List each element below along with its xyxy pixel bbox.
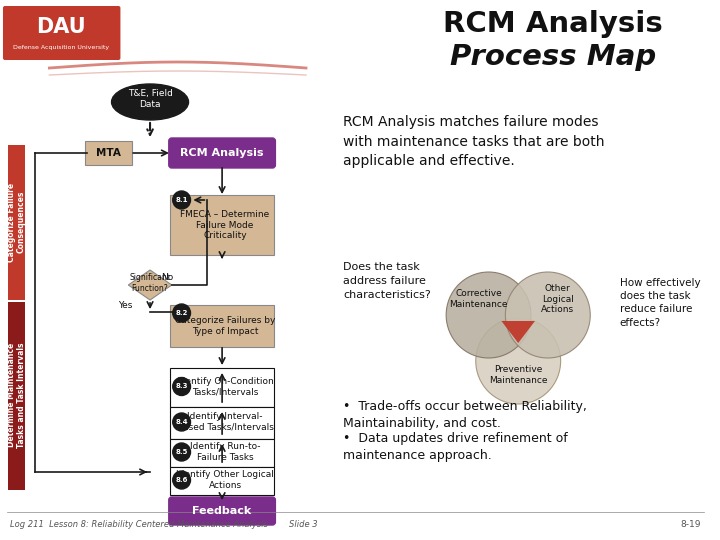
Text: •  Trade-offs occur between Reliability,
Maintainability, and cost.: • Trade-offs occur between Reliability, … (343, 400, 588, 430)
FancyBboxPatch shape (170, 368, 274, 407)
Text: Log 211  Lesson 8: Reliability Centered Maintenance Analysis        Slide 3: Log 211 Lesson 8: Reliability Centered M… (10, 520, 318, 529)
Text: No: No (161, 273, 173, 282)
Text: 8.3: 8.3 (176, 383, 188, 389)
Circle shape (173, 377, 191, 395)
FancyBboxPatch shape (85, 141, 132, 165)
Text: Identify On-Condition
Tasks/Intervals: Identify On-Condition Tasks/Intervals (176, 377, 274, 396)
FancyBboxPatch shape (170, 467, 274, 495)
Text: Categorize Failure
Consequences: Categorize Failure Consequences (6, 183, 26, 261)
Text: Does the task
address failure
characteristics?: Does the task address failure characteri… (343, 262, 431, 300)
Text: Preventive
Maintenance: Preventive Maintenance (489, 365, 547, 384)
Text: Feedback: Feedback (192, 506, 252, 516)
Text: Process Map: Process Map (449, 43, 656, 71)
Text: 8.5: 8.5 (176, 449, 188, 455)
Text: FMECA – Determine
Failure Mode
Criticality: FMECA – Determine Failure Mode Criticali… (181, 210, 270, 240)
FancyBboxPatch shape (170, 439, 274, 467)
Circle shape (173, 471, 191, 489)
Text: RCM Analysis: RCM Analysis (180, 148, 264, 158)
Circle shape (173, 191, 191, 209)
Text: Categorize Failures by
Type of Impact: Categorize Failures by Type of Impact (175, 316, 275, 336)
Text: 8.6: 8.6 (176, 477, 188, 483)
Circle shape (476, 318, 561, 404)
Text: RCM Analysis matches failure modes
with maintenance tasks that are both
applicab: RCM Analysis matches failure modes with … (343, 115, 605, 168)
FancyBboxPatch shape (3, 6, 120, 60)
FancyBboxPatch shape (8, 302, 24, 490)
FancyBboxPatch shape (8, 145, 24, 300)
Text: •  Data updates drive refinement of
maintenance approach.: • Data updates drive refinement of maint… (343, 432, 568, 462)
Text: RCM Analysis: RCM Analysis (443, 10, 662, 38)
Polygon shape (501, 321, 535, 343)
Ellipse shape (112, 84, 189, 120)
Text: Corrective
Maintenance: Corrective Maintenance (449, 289, 508, 309)
Text: Defense Acquisition University: Defense Acquisition University (13, 45, 109, 51)
Text: DAU: DAU (37, 17, 86, 37)
Text: Determine Maintenance
Tasks and Task Intervals: Determine Maintenance Tasks and Task Int… (6, 342, 26, 448)
Text: Yes: Yes (118, 300, 132, 309)
FancyBboxPatch shape (170, 305, 274, 347)
Text: How effectively
does the task
reduce failure
effects?: How effectively does the task reduce fai… (620, 278, 701, 328)
Text: 8-19: 8-19 (680, 520, 701, 529)
Text: Other
Logical
Actions: Other Logical Actions (541, 284, 575, 314)
Text: Identify Interval-
Based Tasks/Intervals: Identify Interval- Based Tasks/Intervals (176, 413, 274, 431)
Circle shape (446, 272, 531, 358)
FancyBboxPatch shape (168, 497, 275, 525)
Circle shape (173, 413, 191, 431)
Circle shape (505, 272, 590, 358)
Text: MTA: MTA (96, 148, 121, 158)
Circle shape (173, 304, 191, 322)
Text: 8.2: 8.2 (176, 310, 188, 316)
Text: T&E, Field
Data: T&E, Field Data (127, 89, 173, 109)
Circle shape (173, 443, 191, 461)
FancyBboxPatch shape (170, 195, 274, 255)
Text: Significant
Function?: Significant Function? (130, 273, 171, 293)
Text: 8.4: 8.4 (175, 419, 188, 425)
Text: 8.1: 8.1 (176, 197, 188, 203)
FancyBboxPatch shape (168, 138, 275, 168)
FancyBboxPatch shape (170, 407, 274, 439)
Polygon shape (128, 270, 172, 300)
Text: Identify Run-to-
Failure Tasks: Identify Run-to- Failure Tasks (190, 442, 261, 462)
Text: Identify Other Logical
Actions: Identify Other Logical Actions (176, 470, 274, 490)
